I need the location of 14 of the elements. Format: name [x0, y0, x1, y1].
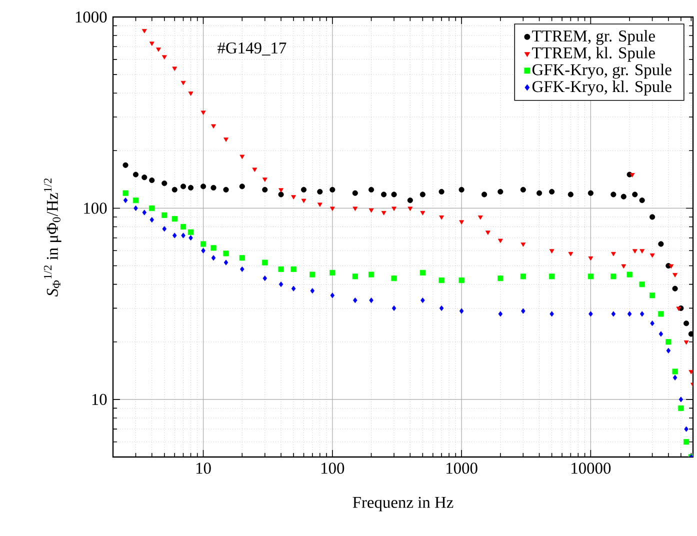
x-tick-label: 1000 — [446, 462, 478, 474]
legend-label: GFK-Kryo, gr. Spule — [532, 64, 672, 79]
x-tick-label: 100 — [322, 462, 344, 474]
legend-label: TTREM, kl. Spule — [532, 46, 655, 62]
legend-label: TTREM, gr. Spule — [532, 30, 655, 45]
legend-label: GFK-Kryo, kl. Spule — [532, 80, 672, 96]
x-tick-label: 10000 — [572, 462, 611, 474]
annotation: #G149_17 — [218, 42, 286, 56]
y-tick-label: 1000 — [76, 11, 107, 23]
y-axis-title: S$_{Φ}$$^{1/2}$ in μΦ$_{0}$/Hz$^{1/2}$ — [44, 178, 62, 296]
x-tick-label: 10 — [196, 462, 211, 474]
y-tick-label: 100 — [84, 202, 107, 214]
y-tick-label: 10 — [92, 394, 107, 405]
x-axis-title: Frequenz in Hz — [352, 496, 454, 512]
